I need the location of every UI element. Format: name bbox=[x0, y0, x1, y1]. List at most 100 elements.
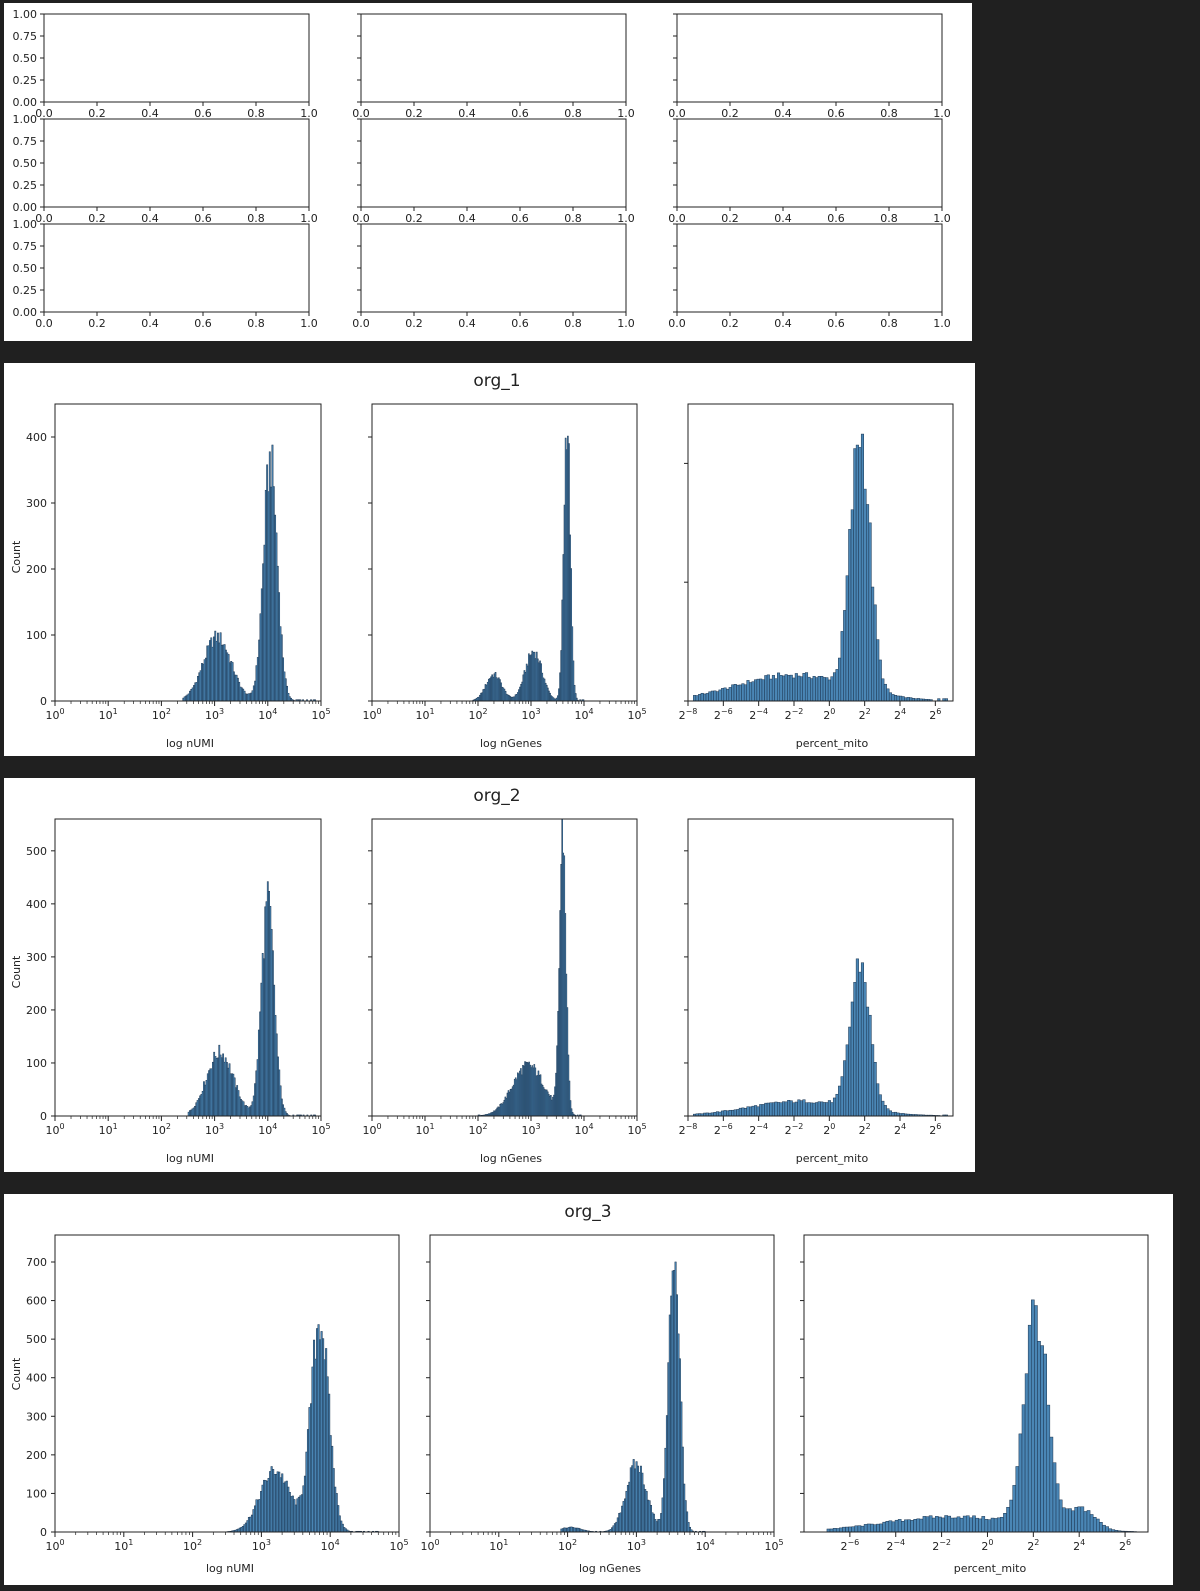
histogram-bar bbox=[1092, 1517, 1097, 1533]
histogram-bar bbox=[882, 1521, 887, 1533]
y-tick-label: 1.00 bbox=[13, 113, 38, 126]
x-tick-label: 105 bbox=[764, 1538, 783, 1553]
histogram-bar bbox=[810, 1102, 814, 1117]
histogram-bar bbox=[726, 688, 730, 702]
histogram-bar bbox=[764, 1102, 768, 1117]
histogram-bar bbox=[935, 1516, 939, 1533]
axes-frame bbox=[371, 818, 638, 1117]
x-tick-label: 0.2 bbox=[721, 317, 739, 330]
histogram-bar bbox=[784, 674, 788, 702]
empty-axes-frame bbox=[676, 13, 943, 103]
x-tick-label: 105 bbox=[389, 1538, 408, 1553]
histogram-bar bbox=[751, 1105, 755, 1117]
histogram-bar bbox=[815, 677, 819, 702]
histogram-bar bbox=[810, 678, 814, 702]
x-tick-label: 24 bbox=[894, 1122, 906, 1137]
histogram-bar bbox=[1052, 1462, 1057, 1533]
x-tick-label: 2−6 bbox=[714, 1122, 733, 1137]
y-tick-label: 0.25 bbox=[13, 284, 38, 297]
x-tick-label: 0.2 bbox=[721, 212, 739, 225]
histogram-bar bbox=[840, 631, 844, 702]
histogram-bar bbox=[1061, 1507, 1066, 1533]
histogram-bar bbox=[705, 693, 709, 702]
histogram-bar bbox=[899, 695, 903, 702]
subplot-2-xlabel: log nGenes bbox=[579, 1562, 641, 1575]
axes-frame bbox=[687, 818, 954, 1117]
y-tick-label: 0.00 bbox=[13, 306, 38, 319]
x-tick-label: 1.0 bbox=[933, 107, 951, 120]
histogram-bar bbox=[766, 1102, 770, 1117]
y-tick-label: 200 bbox=[26, 1004, 47, 1017]
empty-axes-frame bbox=[360, 118, 627, 208]
histogram-bar bbox=[896, 695, 900, 702]
x-tick-label: 101 bbox=[99, 1122, 118, 1137]
y-tick-label: 600 bbox=[26, 1295, 47, 1308]
axes-frame bbox=[54, 1234, 400, 1533]
histogram-bar bbox=[695, 695, 699, 702]
histogram-bar bbox=[736, 684, 740, 702]
histogram-bar bbox=[815, 1102, 819, 1117]
histogram-bar bbox=[1058, 1499, 1063, 1533]
histogram-bar bbox=[812, 1102, 816, 1117]
histogram-bar bbox=[854, 1525, 859, 1533]
x-tick-label: 0.2 bbox=[88, 212, 106, 225]
histogram-bar bbox=[710, 690, 714, 702]
x-tick-label: 104 bbox=[574, 1122, 593, 1137]
histogram-bar bbox=[718, 689, 722, 702]
histogram-bar bbox=[804, 1102, 809, 1117]
histogram-bar bbox=[774, 678, 778, 702]
subplot-1-xlabel: log nUMI bbox=[166, 1152, 214, 1165]
x-tick-label: 103 bbox=[627, 1538, 646, 1553]
histogram-bar bbox=[782, 675, 786, 702]
histogram-bar bbox=[794, 1101, 798, 1117]
histogram-bar bbox=[843, 610, 847, 702]
histogram-bar bbox=[868, 522, 872, 702]
x-tick-label: 102 bbox=[183, 1538, 202, 1553]
histogram-bar bbox=[835, 669, 839, 702]
x-tick-label: 2−4 bbox=[749, 707, 768, 722]
histogram-bar bbox=[860, 1525, 865, 1533]
x-tick-label: 0.0 bbox=[35, 107, 53, 120]
histogram-bar bbox=[807, 1102, 811, 1117]
histogram-bar bbox=[754, 1105, 758, 1117]
histogram-bar bbox=[981, 1516, 986, 1533]
histogram-bar bbox=[713, 690, 717, 702]
empty-axes-frame bbox=[43, 118, 310, 208]
histogram-bar bbox=[764, 675, 768, 702]
histogram-bar bbox=[891, 1521, 896, 1533]
x-tick-label: 104 bbox=[258, 1122, 277, 1137]
histogram-bar bbox=[888, 1110, 892, 1117]
subplot-2-xlabel: log nGenes bbox=[480, 1152, 542, 1165]
x-tick-label: 0.6 bbox=[511, 212, 529, 225]
histogram-bar bbox=[1049, 1436, 1054, 1533]
x-tick-label: 0.4 bbox=[141, 212, 159, 225]
x-tick-label: 104 bbox=[321, 1538, 340, 1553]
histogram-bar bbox=[873, 604, 877, 702]
histogram-bar bbox=[827, 1100, 831, 1117]
histogram-bar bbox=[925, 1516, 930, 1533]
axes-frame bbox=[54, 818, 322, 1117]
x-tick-label: 2−8 bbox=[679, 707, 698, 722]
histogram-bar bbox=[832, 1528, 837, 1533]
x-tick-label: 100 bbox=[362, 707, 381, 722]
histogram-bar bbox=[728, 1109, 732, 1117]
histogram-bar bbox=[769, 1102, 773, 1117]
histogram-bar bbox=[751, 681, 755, 702]
histogram-bar bbox=[817, 676, 821, 702]
histogram-bar bbox=[825, 1102, 829, 1117]
figure-title: org_2 bbox=[473, 786, 520, 806]
histogram-bar bbox=[1055, 1483, 1060, 1533]
histogram-bar bbox=[1099, 1522, 1103, 1533]
x-tick-label: 102 bbox=[468, 707, 487, 722]
histogram-bar bbox=[835, 1093, 839, 1117]
histogram-bar bbox=[1015, 1466, 1020, 1533]
histogram-bar bbox=[956, 1516, 961, 1533]
histogram-bar bbox=[894, 695, 898, 702]
histogram-bar bbox=[886, 688, 890, 702]
histogram-bar bbox=[906, 697, 910, 702]
histogram-bar bbox=[1083, 1511, 1088, 1533]
y-tick-label: 400 bbox=[26, 431, 47, 444]
x-tick-label: 0.4 bbox=[774, 107, 792, 120]
org-2-panel: org_2 log nUMI log nGenes percent_mito C… bbox=[4, 778, 975, 1172]
histogram-bar bbox=[871, 586, 875, 702]
